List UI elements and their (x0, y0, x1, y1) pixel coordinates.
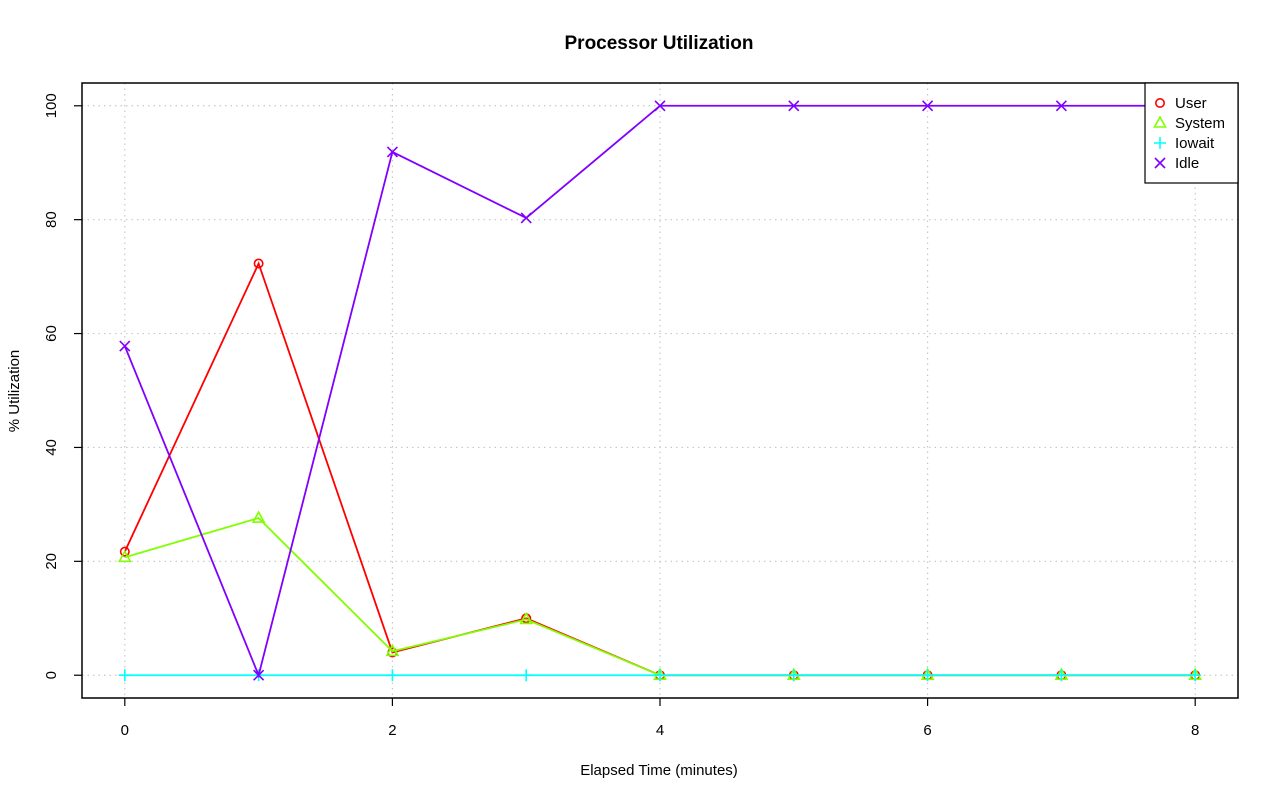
legend-box (1144, 82, 1239, 184)
series-layer (117, 100, 1203, 682)
data-point-system (385, 643, 400, 657)
y-tick-label: 60 (43, 325, 60, 342)
data-point-iowait (386, 669, 399, 682)
data-point-iowait (1189, 669, 1202, 682)
data-point-idle (119, 340, 131, 352)
data-point-idle (520, 212, 532, 224)
y-tick-label: 80 (43, 211, 60, 228)
legend-marker-iowait (1154, 137, 1166, 149)
y-tick-label: 20 (43, 553, 60, 570)
data-point-iowait (1055, 669, 1068, 682)
data-point-iowait (787, 669, 800, 682)
x-tick-label: 6 (923, 722, 931, 739)
x-tick-label: 4 (656, 722, 664, 739)
legend-marker-system (1153, 115, 1167, 128)
x-axis-label: Elapsed Time (minutes) (580, 762, 738, 779)
data-point-iowait (921, 669, 934, 682)
legend: User System Iowait Idle (1144, 82, 1239, 184)
series-line-system (124, 517, 1196, 677)
data-point-idle (253, 669, 265, 681)
data-point-idle (1055, 100, 1067, 112)
data-point-system (519, 611, 534, 625)
legend-label-idle: Idle (1175, 155, 1199, 172)
chart-title: Processor Utilization (565, 33, 754, 54)
y-tick-label: 0 (43, 671, 60, 679)
data-point-idle (922, 100, 934, 112)
x-tick-label: 0 (121, 722, 129, 739)
data-point-iowait (520, 669, 533, 682)
grid (82, 83, 1238, 698)
legend-label-user: User (1175, 95, 1207, 112)
data-point-system (251, 510, 266, 523)
x-tick-label: 8 (1191, 722, 1199, 739)
y-tick-label: 100 (43, 93, 60, 118)
legend-label-iowait: Iowait (1175, 135, 1215, 152)
data-point-iowait (654, 669, 666, 682)
y-axis-label: % Utilization (6, 350, 23, 433)
x-tick-label: 2 (388, 722, 396, 739)
data-point-user (253, 258, 264, 269)
series-iowait (118, 669, 1202, 682)
data-point-system (117, 549, 132, 563)
data-point-idle (386, 146, 398, 158)
data-point-iowait (118, 669, 131, 682)
legend-label-system: System (1175, 115, 1225, 132)
y-tick-label: 40 (43, 439, 60, 456)
data-point-idle (654, 100, 666, 112)
legend-marker-user (1155, 98, 1166, 109)
data-point-user (119, 546, 130, 557)
legend-marker-idle (1154, 157, 1166, 169)
data-point-idle (788, 100, 800, 112)
